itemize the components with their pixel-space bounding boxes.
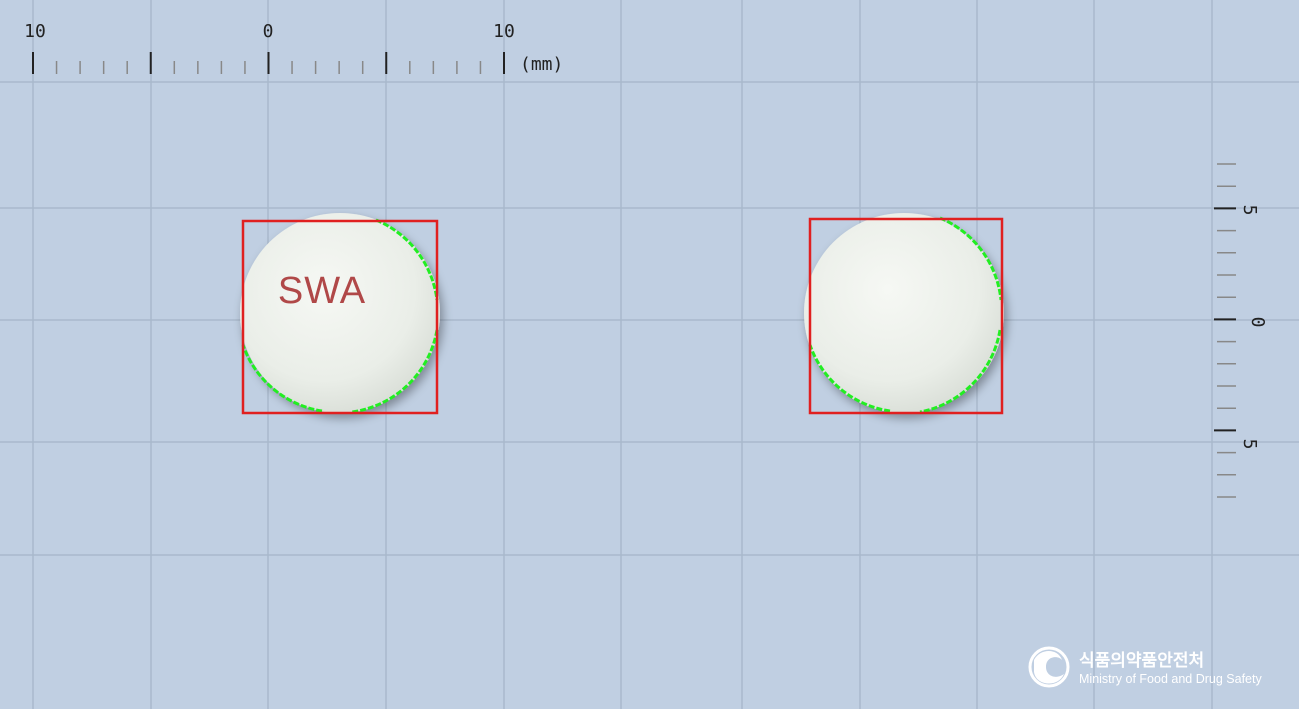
ruler-label-zero: 0	[263, 21, 274, 42]
vruler-label-bottom-5: 5	[1239, 439, 1260, 450]
pill-front-imprint: SWA	[278, 270, 366, 312]
vruler-label-zero: 0	[1247, 317, 1268, 328]
pill-front-bounding-box	[241, 219, 439, 415]
pill-back-body	[804, 213, 1004, 413]
ruler-label-left-10: 10	[24, 21, 46, 42]
ministry-name-korean: 식품의약품안전처	[1079, 650, 1204, 671]
pill-front-body	[240, 213, 440, 413]
pill-back-contour	[808, 216, 1003, 414]
ministry-emblem-icon	[1028, 646, 1070, 688]
ruler-label-right-10: 10	[493, 21, 515, 42]
ruler-unit-label: (mm)	[520, 54, 563, 75]
vertical-mm-ruler	[1214, 163, 1236, 498]
pill-front: SWA	[240, 213, 440, 415]
ministry-logo: 식품의약품안전처 Ministry of Food and Drug Safet…	[1028, 646, 1262, 688]
ministry-name-english: Ministry of Food and Drug Safety	[1079, 672, 1262, 686]
pill-front-contour	[241, 218, 439, 414]
vruler-label-top-5: 5	[1239, 205, 1260, 216]
pill-back	[804, 213, 1004, 415]
horizontal-mm-ruler	[32, 52, 505, 74]
pill-back-bounding-box	[808, 217, 1004, 415]
